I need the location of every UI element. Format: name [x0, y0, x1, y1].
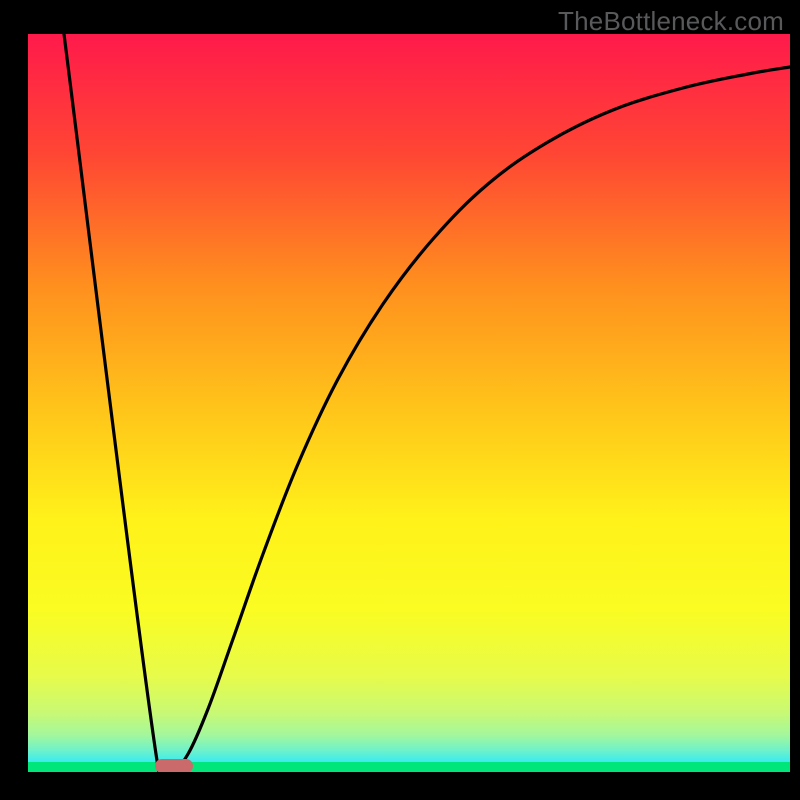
frame-right — [790, 0, 800, 800]
v-curve-line — [64, 34, 790, 772]
bottleneck-marker — [155, 759, 193, 772]
watermark-text: TheBottleneck.com — [558, 6, 784, 37]
frame-left — [0, 0, 28, 800]
plot-area — [28, 34, 790, 772]
curve-svg — [28, 34, 790, 772]
frame-bottom — [0, 772, 800, 800]
chart-container: { "watermark": { "text": "TheBottleneck.… — [0, 0, 800, 800]
